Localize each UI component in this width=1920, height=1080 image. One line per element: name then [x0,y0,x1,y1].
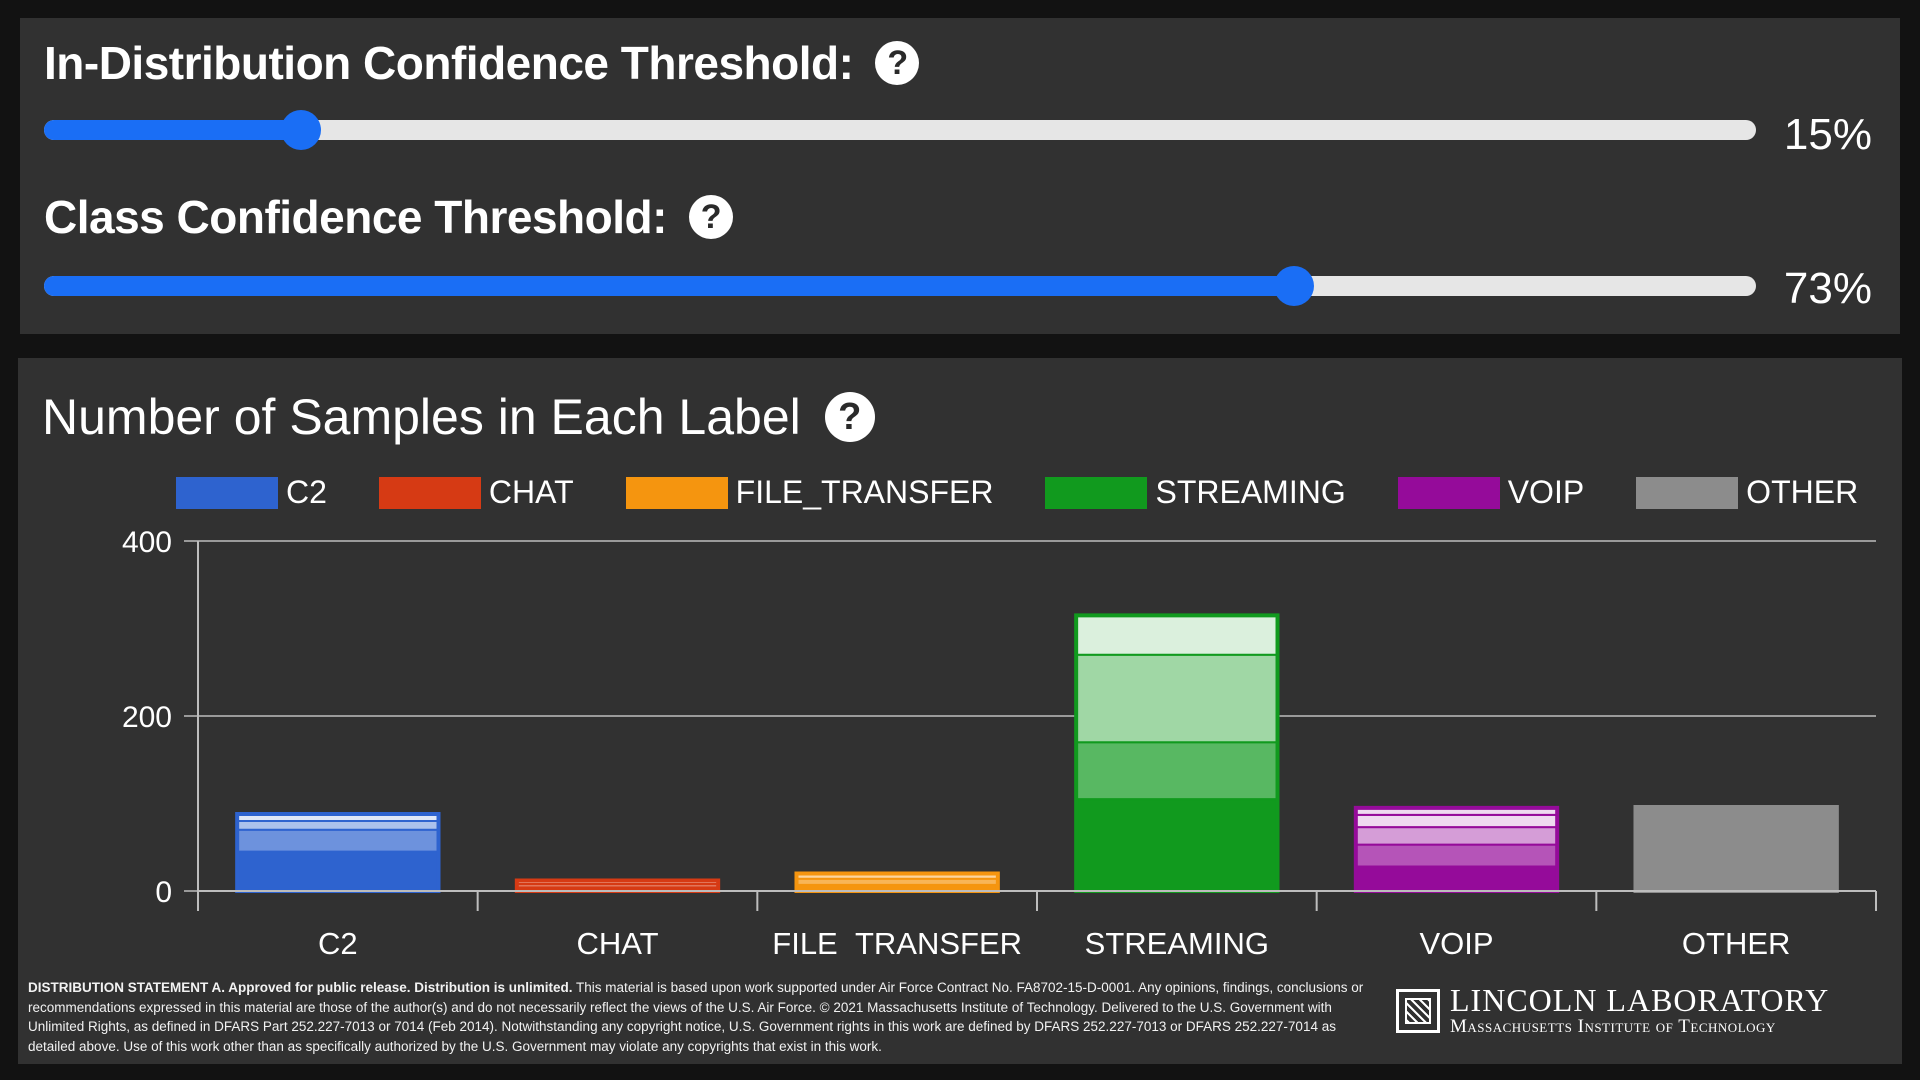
chart-title-text: Number of Samples in Each Label [42,389,801,445]
class-threshold-slider[interactable] [44,266,1756,306]
class-threshold-label: Class Confidence Threshold: [44,191,667,243]
x-tick-label: C2 [318,926,358,958]
slider-handle[interactable] [1273,266,1314,306]
distribution-statement: DISTRIBUTION STATEMENT A. Approved for p… [28,978,1380,1056]
help-icon[interactable]: ? [824,392,875,442]
x-tick-label: FILE_TRANSFER [772,926,1022,958]
bar-segment-c2 [236,850,440,892]
bar-segment-streaming [1075,614,1279,656]
logo-line2: Massachusetts Institute of Technology [1450,1016,1776,1037]
legend-swatch [1636,476,1739,509]
bar-segment-streaming [1075,653,1279,744]
bar-segment-voip [1354,826,1559,846]
slider-fill [44,120,301,140]
chart-title: Number of Samples in Each Label ? [42,388,875,446]
help-icon[interactable]: ? [688,195,733,239]
y-tick-label: 200 [122,701,172,734]
legend-swatch [176,476,278,509]
class-threshold-title: Class Confidence Threshold: ? [44,190,733,244]
bar-segment-c2 [236,820,440,831]
bar-segment-other [1634,806,1838,892]
legend-label: STREAMING [1155,474,1346,510]
chart-legend: C2 CHAT FILE_TRANSFER STREAMING VOIP OTHER [176,474,1910,511]
legend-item-streaming[interactable]: STREAMING [1045,474,1346,511]
x-tick-label: VOIP [1419,926,1493,958]
bar-segment-c2 [236,828,440,853]
legend-swatch [1397,476,1500,509]
legend-swatch [625,476,728,509]
lincoln-laboratory-logo: LINCOLN LABORATORY Massachusetts Institu… [1396,984,1829,1038]
slider-fill [44,276,1294,296]
legend-item-file_transfer[interactable]: FILE_TRANSFER [625,474,994,511]
x-tick-label: OTHER [1682,926,1791,958]
distribution-statement-body: This material is based upon work support… [28,980,1364,1054]
in-distribution-threshold-title: In-Distribution Confidence Threshold: ? [44,36,920,90]
threshold-panel: In-Distribution Confidence Threshold: ? … [20,18,1900,334]
bar-segment-streaming [1075,741,1279,801]
legend-item-other[interactable]: OTHER [1636,474,1858,511]
legend-label: CHAT [488,474,574,510]
x-tick-label: CHAT [576,926,658,958]
bar-segment-voip [1354,843,1559,868]
in-distribution-threshold-label: In-Distribution Confidence Threshold: [44,37,854,89]
legend-label: VOIP [1507,474,1585,510]
distribution-statement-bold: DISTRIBUTION STATEMENT A. Approved for p… [28,980,573,995]
legend-swatch [378,476,481,509]
bar-segment-voip [1354,813,1559,829]
legend-item-voip[interactable]: VOIP [1397,474,1585,511]
logo-line1: LINCOLN LABORATORY [1450,982,1830,1018]
y-tick-label: 400 [122,526,172,559]
legend-item-c2[interactable]: C2 [176,474,327,511]
bar-chart: 0 200 400 C2 CHAT FILE_TRANSFER STREAMING VOIP O… [122,526,1877,958]
slider-handle[interactable] [280,110,321,150]
legend-label: C2 [286,474,327,510]
in-distribution-threshold-slider[interactable] [44,110,1756,150]
x-tick-label: STREAMING [1085,926,1269,958]
samples-chart-panel: Number of Samples in Each Label ? C2 CHAT… [18,358,1902,1064]
in-distribution-threshold-value: 15% [1783,110,1872,159]
lincoln-lab-emblem-icon [1396,989,1440,1033]
bar-segment-streaming [1075,798,1279,892]
y-tick-label: 0 [155,876,172,909]
class-threshold-value: 73% [1783,264,1872,313]
legend-swatch [1045,476,1148,509]
legend-item-chat[interactable]: CHAT [378,474,574,511]
legend-label: OTHER [1746,474,1859,510]
bar-segment-voip [1354,865,1559,892]
help-icon[interactable]: ? [875,41,920,85]
legend-label: FILE_TRANSFER [735,474,994,510]
